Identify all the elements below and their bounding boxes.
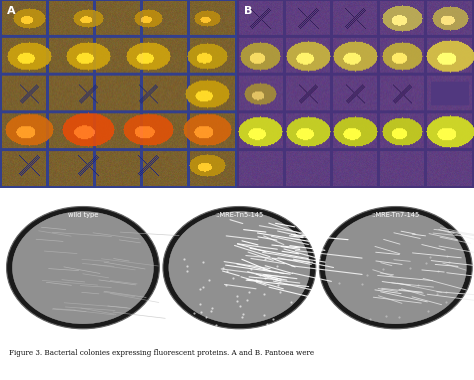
Ellipse shape: [163, 206, 316, 329]
Text: B: B: [244, 6, 253, 16]
Text: A: A: [7, 6, 16, 16]
Text: ::MRE-Tn7-145: ::MRE-Tn7-145: [372, 212, 420, 218]
Text: Pantoea eucalyptii 299R: Pantoea eucalyptii 299R: [42, 194, 124, 202]
Ellipse shape: [7, 206, 159, 329]
Text: C: C: [7, 193, 15, 203]
Text: Figure 3. Bacterial colonies expressing fluorescent proteins. A and B. Pantoea w: Figure 3. Bacterial colonies expressing …: [9, 349, 315, 357]
Text: Pantoea eucalyptii 299R: Pantoea eucalyptii 299R: [355, 194, 437, 202]
Ellipse shape: [169, 212, 310, 324]
Ellipse shape: [12, 212, 154, 324]
Text: Pantoea eucalyptii 299R: Pantoea eucalyptii 299R: [199, 194, 280, 202]
Ellipse shape: [319, 206, 472, 329]
Ellipse shape: [325, 212, 466, 324]
Text: wild type: wild type: [68, 212, 98, 218]
Text: ::MRE-Tn5-145: ::MRE-Tn5-145: [215, 212, 264, 218]
